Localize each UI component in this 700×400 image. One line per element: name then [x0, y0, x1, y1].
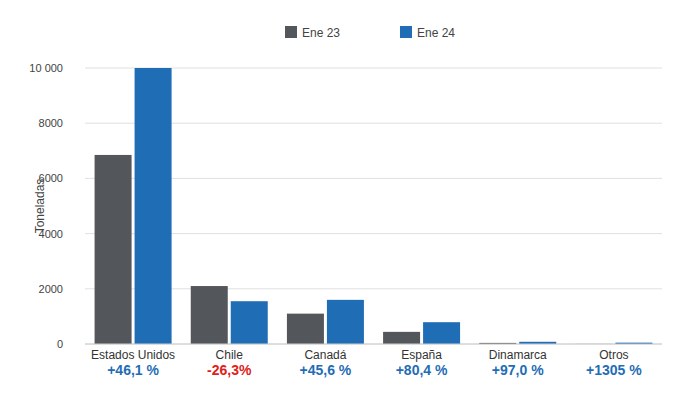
- bars: [95, 68, 653, 344]
- x-tick-label: Canadá: [304, 348, 346, 362]
- chart-svg: 0200040006000800010 000ToneladasEstados …: [0, 0, 700, 400]
- legend-label: Ene 24: [417, 26, 455, 40]
- annotation: +45,6 %: [300, 362, 352, 378]
- y-tick-label: 2000: [39, 283, 63, 295]
- bar: [231, 301, 268, 344]
- legend-swatch: [400, 26, 412, 38]
- annotation: +46,1 %: [107, 362, 159, 378]
- annotation: +80,4 %: [396, 362, 448, 378]
- y-axis-label: Toneladas: [33, 179, 47, 234]
- legend-swatch: [285, 26, 297, 38]
- bar: [327, 300, 364, 344]
- annotation: +97,0 %: [492, 362, 544, 378]
- chart-container: 0200040006000800010 000ToneladasEstados …: [0, 0, 700, 400]
- annotation: +1305 %: [586, 362, 642, 378]
- x-tick-label: Otros: [599, 348, 628, 362]
- grid-line: [85, 344, 662, 345]
- bar: [383, 332, 420, 344]
- legend-label: Ene 23: [302, 26, 340, 40]
- bar: [423, 322, 460, 344]
- y-tick-label: 0: [57, 338, 63, 350]
- x-axis-line: [85, 344, 662, 345]
- y-tick-label: 10 000: [29, 62, 63, 74]
- bar: [191, 286, 228, 344]
- x-tick-label: Estados Unidos: [91, 348, 175, 362]
- x-tick-label: Chile: [216, 348, 244, 362]
- annotation: -26,3%: [207, 362, 252, 378]
- bar: [135, 68, 172, 344]
- x-tick-label: España: [401, 348, 442, 362]
- bar: [95, 155, 132, 344]
- x-tick-label: Dinamarca: [489, 348, 547, 362]
- bar: [287, 314, 324, 344]
- y-tick-label: 8000: [39, 117, 63, 129]
